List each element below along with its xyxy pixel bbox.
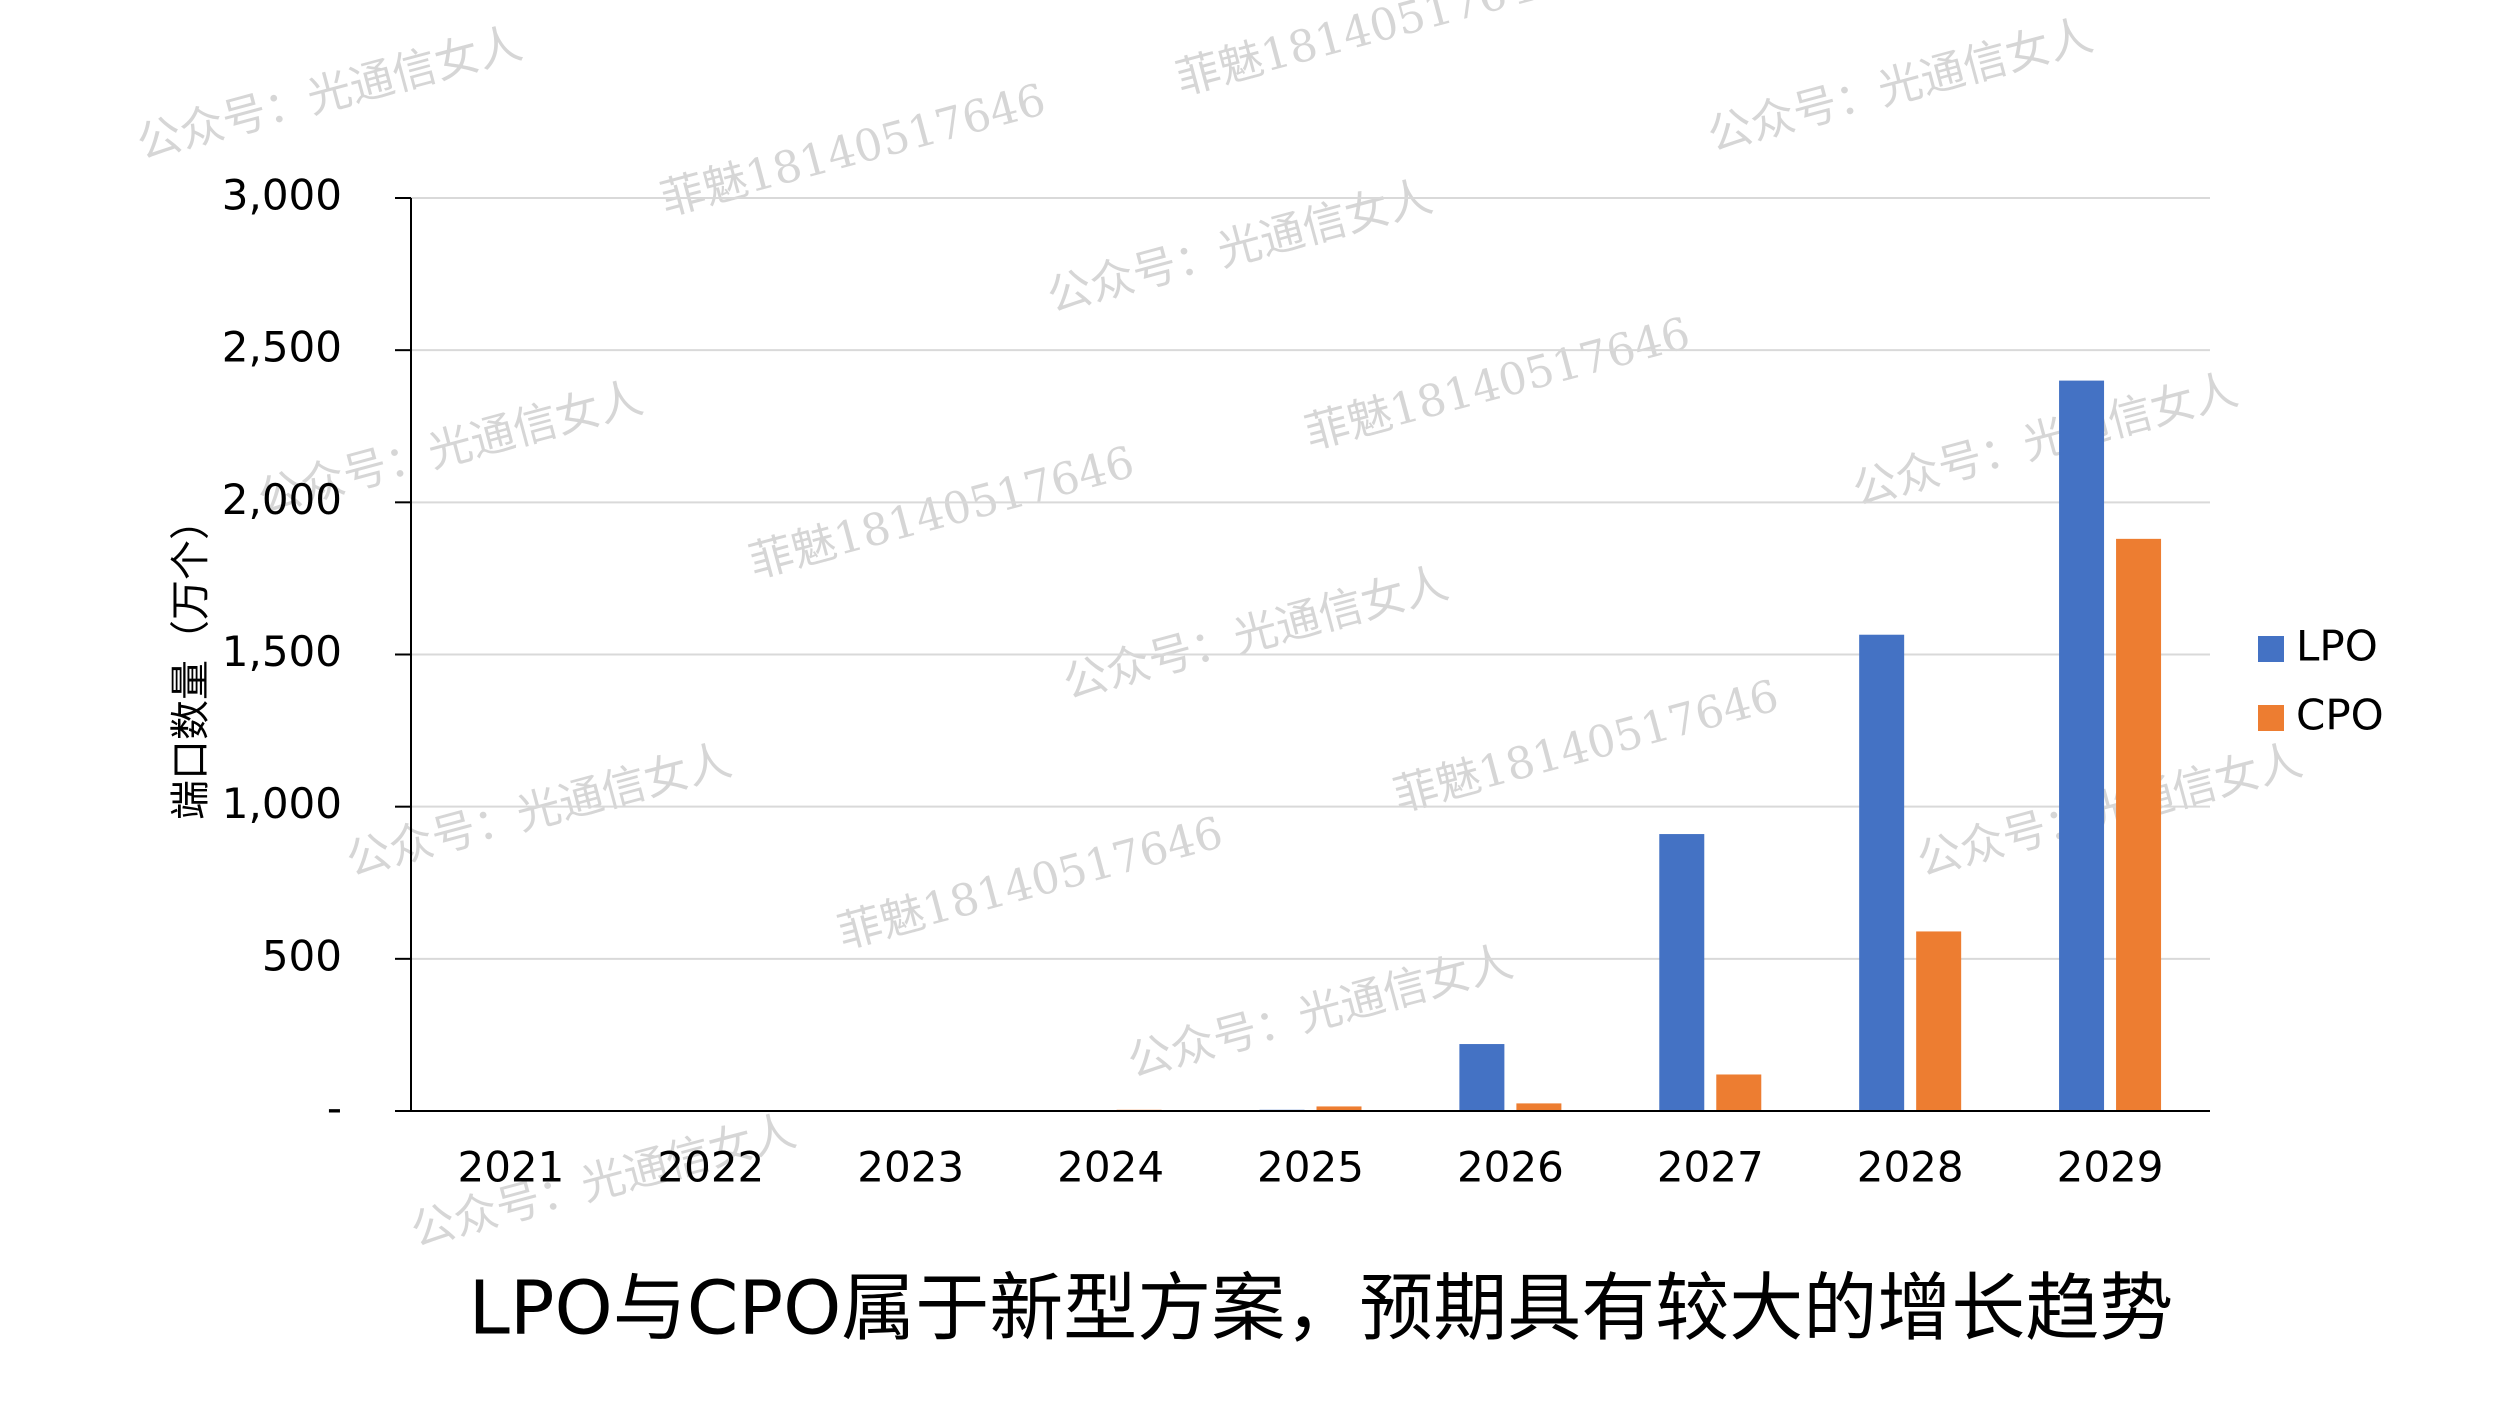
legend-label: CPO [2296, 691, 2384, 740]
watermark: 菲魅18140517646 [832, 807, 1228, 959]
bar [1916, 931, 1962, 1111]
watermark: 公众号：光通信女人 [1912, 735, 2308, 887]
x-tick-label: 2023 [857, 1143, 964, 1192]
legend-swatch [2258, 705, 2284, 731]
bar [2059, 380, 2105, 1112]
bar [1659, 834, 1705, 1111]
y-tick-label: 3,000 [222, 171, 342, 220]
watermark: 菲魅18140517646 [655, 74, 1051, 226]
legend-swatch [2258, 636, 2284, 662]
x-tick-label: 2025 [1257, 1143, 1364, 1192]
x-tick-label: 2029 [2057, 1143, 2164, 1192]
legend-label: LPO [2296, 622, 2378, 671]
plot-area: - 500 1,000 1,500 2,000 2,500 3,000 2021 2022 202… [222, 171, 2384, 1192]
watermark: 公众号：光通信女人 [132, 18, 528, 170]
watermark: 菲魅18140517646 [1171, 0, 1567, 105]
chart-title: LPO与CPO属于新型方案，预期具有较大的增长趋势 [469, 1266, 2174, 1352]
x-tick-label: 2026 [1457, 1143, 1564, 1192]
y-tick-label: 1,500 [222, 627, 342, 676]
watermark: 公众号：光通信女人 [1702, 10, 2098, 162]
bar [1316, 1106, 1362, 1111]
watermark: 公众号：光通信女人 [1058, 558, 1454, 710]
watermark: 公众号：光通信女人 [1042, 171, 1438, 323]
watermark: 菲魅18140517646 [744, 437, 1140, 589]
bar [1459, 1044, 1505, 1111]
watermark: 菲魅18140517646 [1388, 670, 1784, 822]
bar [1716, 1074, 1762, 1111]
y-tick-label: - [327, 1084, 342, 1133]
bar [1516, 1103, 1562, 1111]
x-tick-label: 2022 [657, 1143, 764, 1192]
watermark: 菲魅18140517646 [1300, 308, 1696, 460]
y-tick-label: 2,000 [222, 475, 342, 524]
bar [1859, 634, 1905, 1111]
x-tick-label: 2027 [1657, 1143, 1764, 1192]
x-tick-label: 2024 [1057, 1143, 1164, 1192]
watermark: 公众号：光通信女人 [341, 735, 737, 887]
bar [2116, 538, 2162, 1111]
watermark: 公众号：光通信女人 [1847, 364, 2243, 516]
y-tick-label: 2,500 [222, 323, 342, 372]
x-tick-label: 2021 [457, 1143, 564, 1192]
y-axis-label: 端口数量（万个） [168, 500, 214, 820]
y-tick-label: 500 [262, 931, 342, 980]
x-tick-label: 2028 [1857, 1143, 1964, 1192]
y-tick-label: 1,000 [222, 779, 342, 828]
